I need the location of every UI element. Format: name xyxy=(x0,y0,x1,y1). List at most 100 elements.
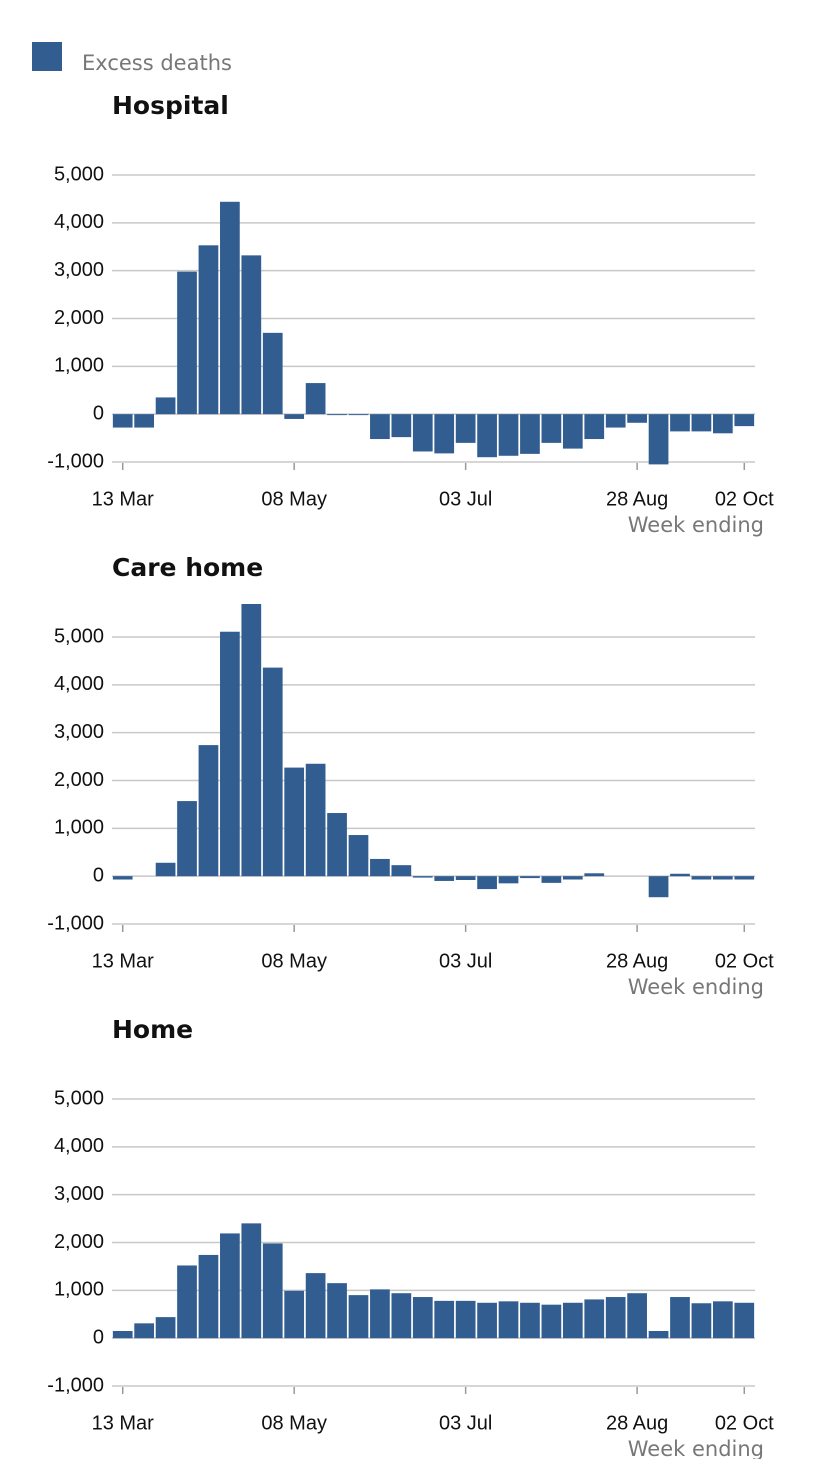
y-tick-label: 4,000 xyxy=(54,211,104,233)
bar xyxy=(562,1302,583,1339)
bar xyxy=(262,1243,283,1339)
bar xyxy=(305,383,326,415)
bar xyxy=(434,876,455,881)
y-tick-label: 5,000 xyxy=(54,1087,104,1109)
bar xyxy=(284,1290,305,1339)
bar xyxy=(712,876,733,880)
bar xyxy=(262,667,283,877)
y-tick-label: 0 xyxy=(93,1326,104,1348)
bar xyxy=(477,876,497,890)
bar xyxy=(327,1283,347,1339)
bar xyxy=(241,603,262,877)
bar xyxy=(584,873,605,877)
y-tick-label: 4,000 xyxy=(54,1135,104,1157)
bar xyxy=(198,245,219,415)
bar xyxy=(241,1223,262,1339)
bar xyxy=(455,876,476,880)
x-tick-label: 13 Mar xyxy=(92,950,155,972)
bar xyxy=(112,1330,133,1339)
y-tick-label: 4,000 xyxy=(54,673,104,695)
bar xyxy=(477,414,497,458)
bar xyxy=(498,1301,519,1339)
bar xyxy=(198,745,219,877)
bar xyxy=(348,835,369,877)
bar xyxy=(198,1254,219,1339)
x-tick-label: 28 Aug xyxy=(606,1412,668,1434)
bar xyxy=(305,1273,326,1339)
x-tick-label: 28 Aug xyxy=(606,950,668,972)
bar xyxy=(712,414,733,434)
y-tick-label: 0 xyxy=(93,402,104,424)
x-tick-label: 02 Oct xyxy=(715,1412,774,1434)
y-tick-label: 5,000 xyxy=(54,163,104,185)
x-tick-label: 08 May xyxy=(261,488,327,510)
x-tick-label: 08 May xyxy=(261,950,327,972)
bar xyxy=(691,414,712,432)
chart-title: Home xyxy=(112,1015,193,1044)
bar xyxy=(177,801,197,877)
bar xyxy=(712,1301,733,1339)
bar xyxy=(455,414,476,443)
bar xyxy=(327,414,347,416)
chart-title: Hospital xyxy=(112,91,229,120)
y-tick-label: 2,000 xyxy=(54,307,104,329)
bar xyxy=(691,1303,712,1339)
bar xyxy=(177,271,197,415)
y-tick-label: -1,000 xyxy=(47,912,104,934)
bar xyxy=(605,1297,626,1339)
y-tick-label: -1,000 xyxy=(47,1374,104,1396)
legend-label: Excess deaths xyxy=(82,51,232,75)
bar xyxy=(348,1295,369,1339)
x-tick-label: 13 Mar xyxy=(92,1412,155,1434)
bar xyxy=(370,858,390,877)
y-tick-label: 5,000 xyxy=(54,625,104,647)
bar xyxy=(305,763,326,877)
bar xyxy=(134,414,155,428)
bar xyxy=(220,201,240,415)
y-tick-label: 2,000 xyxy=(54,1231,104,1253)
bar xyxy=(370,414,390,440)
bar xyxy=(134,1323,155,1339)
bar xyxy=(520,1302,540,1339)
y-tick-label: 1,000 xyxy=(54,817,104,839)
bar xyxy=(541,414,562,443)
bar xyxy=(541,1304,562,1339)
bar xyxy=(391,1293,412,1339)
bar xyxy=(434,414,455,454)
bar xyxy=(284,414,305,419)
x-tick-label: 08 May xyxy=(261,1412,327,1434)
bar xyxy=(348,414,369,416)
y-tick-label: 3,000 xyxy=(54,259,104,281)
x-tick-label: 03 Jul xyxy=(439,950,492,972)
bar xyxy=(241,255,262,415)
y-tick-label: -1,000 xyxy=(47,450,104,472)
x-tick-label: 03 Jul xyxy=(439,1412,492,1434)
bar xyxy=(734,414,755,427)
bar xyxy=(562,876,583,880)
bar xyxy=(734,1302,755,1339)
bar xyxy=(520,876,540,879)
bar xyxy=(455,1300,476,1339)
bar xyxy=(262,332,283,415)
chart-title: Care home xyxy=(112,553,263,582)
x-axis-label: Week ending xyxy=(628,1437,764,1459)
bar xyxy=(648,876,669,898)
bar xyxy=(584,1299,605,1339)
bar xyxy=(605,414,626,428)
bar xyxy=(177,1265,197,1339)
bar xyxy=(412,414,433,452)
bar xyxy=(284,767,305,877)
bar xyxy=(155,862,176,877)
bar xyxy=(670,414,690,432)
y-tick-label: 3,000 xyxy=(54,721,104,743)
y-tick-label: 3,000 xyxy=(54,1183,104,1205)
bar xyxy=(434,1300,455,1339)
y-tick-label: 0 xyxy=(93,864,104,886)
bar xyxy=(627,1293,647,1339)
x-tick-label: 02 Oct xyxy=(715,950,774,972)
bar xyxy=(670,873,690,877)
x-axis-label: Week ending xyxy=(628,513,764,537)
bar xyxy=(327,813,347,877)
bar xyxy=(520,414,540,454)
